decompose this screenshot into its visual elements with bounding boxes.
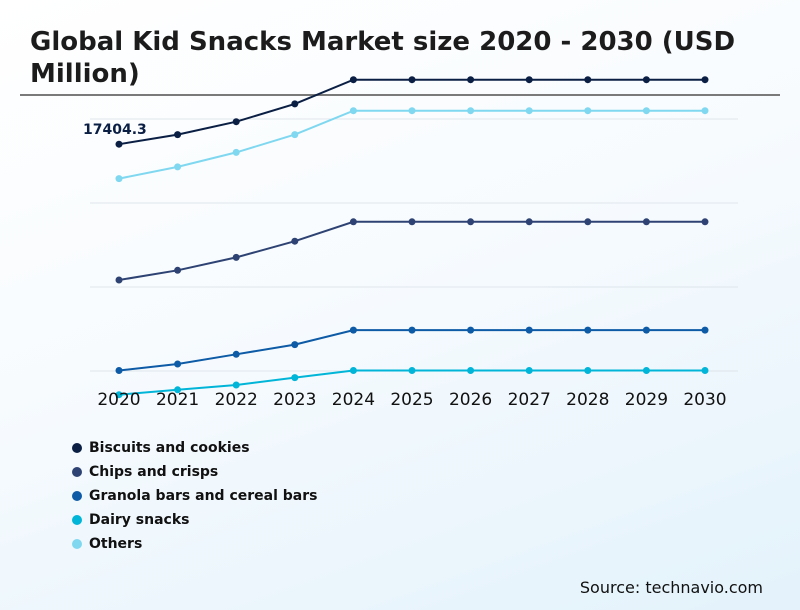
data-point-granola-bars-and-cereal-bars [584, 326, 592, 334]
legend-label: Biscuits and cookies [89, 440, 250, 456]
legend-swatch [72, 467, 82, 477]
data-point-granola-bars-and-cereal-bars [525, 326, 533, 334]
data-point-chips-and-crisps [642, 218, 650, 226]
legend-item-dairy-snacks: Dairy snacks [72, 508, 317, 532]
data-point-dairy-snacks [584, 367, 592, 374]
data-point-dairy-snacks [291, 374, 299, 382]
series-lines [118, 78, 705, 396]
data-point-chips-and-crisps [232, 253, 240, 261]
data-point-biscuits-and-cookies [115, 140, 123, 148]
data-point-chips-and-crisps [467, 218, 475, 226]
source-label: Source: technavio.com [579, 578, 763, 597]
gridlines [90, 118, 738, 372]
legend-item-others: Others [72, 532, 317, 556]
data-point-chips-and-crisps [701, 218, 709, 226]
series-line-others [118, 109, 705, 180]
data-point-chips-and-crisps [584, 218, 592, 226]
data-point-dairy-snacks [525, 367, 533, 374]
x-axis-ticks: 2020 2021 2022 2023 2024 2025 2026 2027 2028 2029… [97, 390, 726, 410]
legend-swatch [72, 443, 82, 453]
data-point-others [115, 175, 123, 183]
series-line-chips-and-crisps [118, 220, 705, 281]
data-point-others [174, 163, 182, 171]
legend-label: Chips and crisps [89, 464, 219, 480]
data-point-granola-bars-and-cereal-bars [232, 350, 240, 358]
data-point-dairy-snacks [642, 367, 650, 374]
data-point-chips-and-crisps [525, 218, 533, 226]
legend-label: Granola bars and cereal bars [89, 488, 318, 504]
data-point-biscuits-and-cookies [701, 76, 709, 84]
data-point-granola-bars-and-cereal-bars [174, 360, 182, 368]
x-tick-label: 2022 [215, 390, 258, 410]
data-point-biscuits-and-cookies [408, 76, 416, 84]
data-point-biscuits-and-cookies [232, 118, 240, 126]
legend-label: Dairy snacks [89, 512, 190, 528]
data-point-dairy-snacks [408, 367, 416, 374]
data-point-granola-bars-and-cereal-bars [701, 326, 709, 334]
x-tick-label: 2021 [156, 390, 199, 410]
data-point-dairy-snacks [115, 391, 123, 399]
legend-swatch [72, 491, 82, 501]
title-divider [20, 94, 780, 96]
data-point-others [701, 107, 709, 115]
x-tick-label: 2027 [508, 390, 551, 410]
data-point-biscuits-and-cookies [642, 76, 650, 84]
data-point-dairy-snacks [232, 381, 240, 389]
data-point-others [525, 107, 533, 115]
data-point-others [467, 107, 475, 115]
data-point-granola-bars-and-cereal-bars [467, 326, 475, 334]
x-tick-label: 2020 [97, 390, 140, 410]
data-point-biscuits-and-cookies [174, 131, 182, 139]
data-point-others [349, 107, 357, 115]
data-point-biscuits-and-cookies [467, 76, 475, 84]
chart-title: Global Kid Snacks Market size 2020 - 203… [30, 27, 736, 89]
legend-swatch [72, 515, 82, 525]
data-point-dairy-snacks [701, 367, 709, 374]
data-point-granola-bars-and-cereal-bars [349, 326, 357, 334]
data-point-chips-and-crisps [349, 218, 357, 226]
data-point-dairy-snacks [467, 367, 475, 374]
data-point-granola-bars-and-cereal-bars [291, 341, 299, 349]
legend-item-granola-bars-and-cereal-bars: Granola bars and cereal bars [72, 484, 317, 508]
data-point-biscuits-and-cookies [291, 100, 299, 108]
data-point-others [642, 107, 650, 115]
legend-label: Others [89, 536, 143, 552]
x-tick-label: 2026 [449, 390, 492, 410]
data-point-chips-and-crisps [291, 237, 299, 245]
x-tick-label: 2029 [625, 390, 668, 410]
x-tick-label: 2023 [273, 390, 316, 410]
series-line-granola-bars-and-cereal-bars [118, 329, 705, 372]
data-point-dairy-snacks [349, 367, 357, 374]
annotation-label: 17404.3 [83, 122, 147, 138]
data-point-others [584, 107, 592, 115]
x-tick-label: 2024 [332, 390, 375, 410]
data-point-biscuits-and-cookies [584, 76, 592, 84]
series-points [115, 76, 709, 399]
data-point-granola-bars-and-cereal-bars [408, 326, 416, 334]
x-tick-label: 2030 [683, 390, 726, 410]
data-point-biscuits-and-cookies [525, 76, 533, 84]
data-point-others [291, 131, 299, 139]
data-point-chips-and-crisps [115, 276, 123, 284]
data-point-dairy-snacks [174, 386, 182, 394]
data-point-chips-and-crisps [408, 218, 416, 226]
legend-item-chips-and-crisps: Chips and crisps [72, 460, 317, 484]
legend-item-biscuits-and-cookies: Biscuits and cookies [72, 436, 317, 460]
x-tick-label: 2025 [390, 390, 433, 410]
data-point-granola-bars-and-cereal-bars [642, 326, 650, 334]
legend: Biscuits and cookies Chips and crisps Gran… [72, 436, 317, 556]
data-point-others [232, 148, 240, 156]
data-point-granola-bars-and-cereal-bars [115, 367, 123, 374]
data-point-others [408, 107, 416, 115]
x-tick-label: 2028 [566, 390, 609, 410]
data-point-biscuits-and-cookies [349, 76, 357, 84]
data-point-chips-and-crisps [174, 266, 182, 274]
legend-swatch [72, 539, 82, 549]
